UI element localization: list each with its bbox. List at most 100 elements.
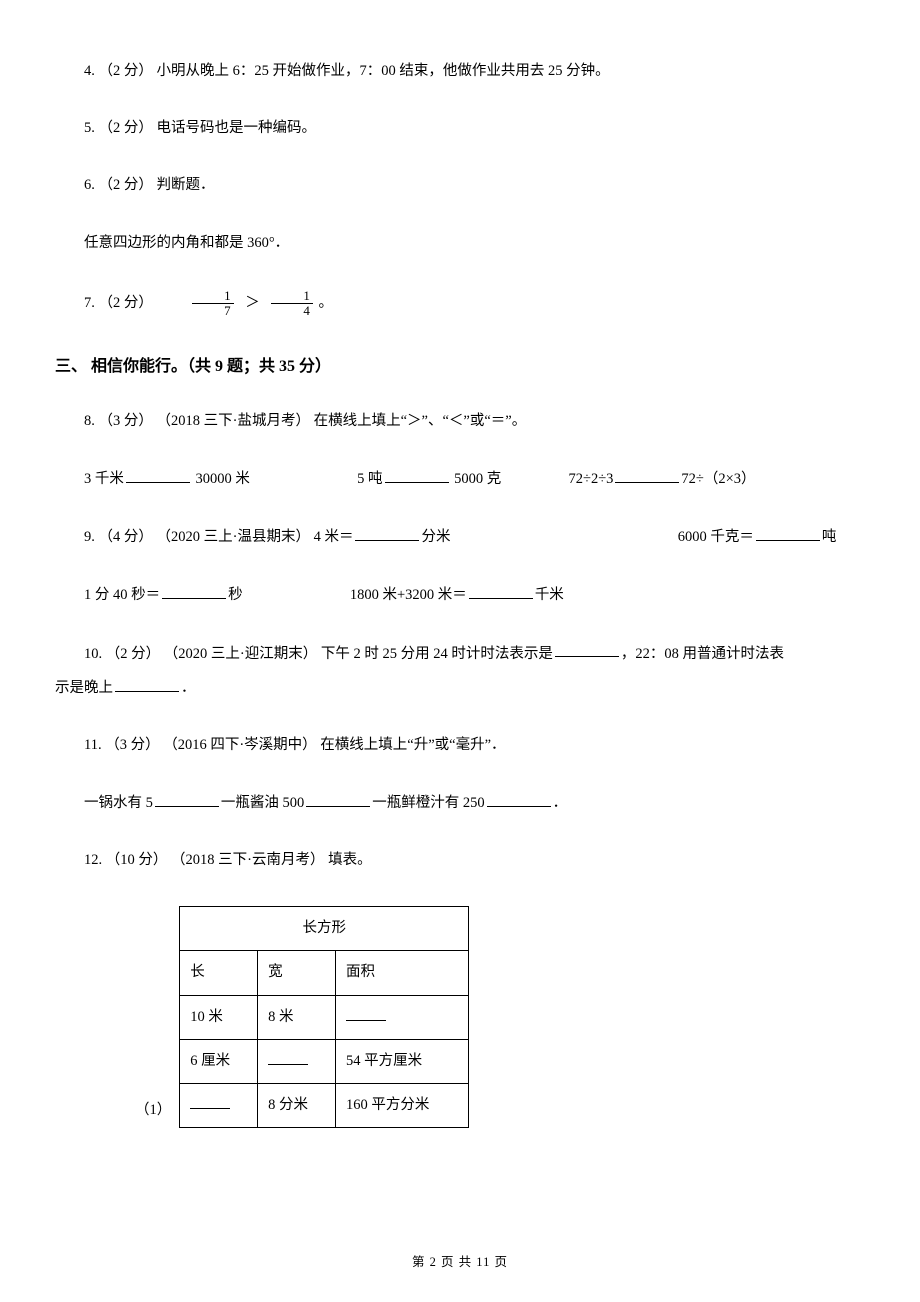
blank-input[interactable] <box>469 583 533 599</box>
blank-input[interactable] <box>190 1095 230 1110</box>
q8-p3b: 72÷（2×3） <box>681 471 755 487</box>
question-9-subline: 1 分 40 秒＝秒 1800 米+3200 米＝千米 <box>55 583 860 607</box>
q11-points: （3 分） <box>105 737 159 753</box>
frac1-num: 1 <box>192 289 234 304</box>
q12-sublabel: （1） <box>135 1099 171 1128</box>
question-10: 10. （2 分） （2020 三上·迎江期末） 下午 2 时 25 分用 24… <box>55 642 860 666</box>
fraction-1: 1 7 <box>192 289 234 319</box>
q10-t3: 示是晚上 <box>55 680 113 696</box>
q11-source: （2016 四下·岑溪期中） <box>163 737 316 753</box>
question-7: 7. （2 分） 1 7 ＞ 1 4 。 <box>55 289 860 319</box>
question-4: 4. （2 分） 小明从晚上 6：25 开始做作业，7：00 结束，他做作业共用… <box>55 60 860 83</box>
q4-prefix: 4. <box>84 63 95 79</box>
question-10-line2: 示是晚上 ． <box>55 676 860 700</box>
footer-total: 11 <box>476 1255 490 1269</box>
q10-t1: 下午 2 时 25 分用 24 时计时法表示是 <box>321 645 553 661</box>
q8-p1b: 30000 米 <box>192 471 250 487</box>
table-header: 宽 <box>258 951 336 995</box>
q9-p1a: 4 米＝ <box>314 529 354 545</box>
q12-text: 填表。 <box>328 852 372 868</box>
q8-source: （2018 三下·盐城月考） <box>157 413 310 429</box>
footer-current: 2 <box>430 1255 437 1269</box>
table-row: 10 米 8 米 <box>180 995 469 1039</box>
table-header: 长 <box>180 951 258 995</box>
table-header-row: 长 宽 面积 <box>180 951 469 995</box>
q11-prefix: 11. <box>84 737 102 753</box>
question-8-subline: 3 千米 30000 米 5 吨 5000 克 72÷2÷3 72÷（2×3） <box>55 467 860 491</box>
q9-p2a: 6000 千克＝ <box>678 529 754 545</box>
q10-t2: ，22：08 用普通计时法表 <box>621 645 784 661</box>
question-8: 8. （3 分） （2018 三下·盐城月考） 在横线上填上“＞”、“＜”或“＝… <box>55 410 860 433</box>
q9-source: （2020 三上·温县期末） <box>157 529 310 545</box>
q11-p2: 一瓶酱油 500 <box>221 795 304 811</box>
blank-input[interactable] <box>268 1050 308 1065</box>
table-cell <box>180 1084 258 1128</box>
blank-input[interactable] <box>487 791 551 807</box>
table-cell: 160 平方分米 <box>336 1084 469 1128</box>
table-row: 8 分米 160 平方分米 <box>180 1084 469 1128</box>
blank-input[interactable] <box>162 583 226 599</box>
blank-input[interactable] <box>115 676 179 692</box>
blank-input[interactable] <box>126 467 190 483</box>
q10-points: （2 分） <box>106 645 160 661</box>
blank-input[interactable] <box>155 791 219 807</box>
table-cell <box>336 995 469 1039</box>
q12-table-wrap: （1） 长方形 长 宽 面积 10 米 8 米 6 厘米 54 平方厘米 8 分… <box>135 906 860 1128</box>
page-footer: 第 2 页 共 11 页 <box>0 1252 920 1272</box>
blank-input[interactable] <box>615 467 679 483</box>
q6-sub-text: 任意四边形的内角和都是 360°． <box>84 235 289 251</box>
question-11-subline: 一锅水有 5一瓶酱油 500一瓶鲜橙汁有 250． <box>55 791 860 815</box>
table-cell: 6 厘米 <box>180 1039 258 1083</box>
blank-input[interactable] <box>306 791 370 807</box>
q9-points: （4 分） <box>99 529 153 545</box>
rectangle-table: 长方形 长 宽 面积 10 米 8 米 6 厘米 54 平方厘米 8 分米 16… <box>179 906 469 1128</box>
footer-post: 页 <box>490 1255 508 1269</box>
q6-points: （2 分） <box>99 177 153 193</box>
q10-t4: ． <box>181 680 196 696</box>
q8-p3a: 72÷2÷3 <box>569 471 614 487</box>
table-cell: 54 平方厘米 <box>336 1039 469 1083</box>
q6-text: 判断题． <box>157 177 215 193</box>
q9-p3a: 1 分 40 秒＝ <box>84 587 160 603</box>
q11-text: 在横线上填上“升”或“毫升”． <box>320 737 505 753</box>
blank-input[interactable] <box>756 525 820 541</box>
question-12: 12. （10 分） （2018 三下·云南月考） 填表。 <box>55 849 860 872</box>
q11-p1: 一锅水有 5 <box>84 795 153 811</box>
q9-prefix: 9. <box>84 529 95 545</box>
q9-p4a: 1800 米+3200 米＝ <box>350 587 467 603</box>
blank-input[interactable] <box>346 1006 386 1021</box>
q10-prefix: 10. <box>84 645 102 661</box>
q8-prefix: 8. <box>84 413 95 429</box>
q9-p3b: 秒 <box>228 587 243 603</box>
frac2-den: 4 <box>271 304 313 318</box>
blank-input[interactable] <box>355 525 419 541</box>
table-cell <box>258 1039 336 1083</box>
q7-op: ＞ <box>245 295 260 311</box>
footer-mid: 页 共 <box>437 1255 476 1269</box>
q12-prefix: 12. <box>84 852 102 868</box>
q7-points: （2 分） <box>99 295 153 311</box>
q9-p2b: 吨 <box>822 529 837 545</box>
q8-points: （3 分） <box>99 413 153 429</box>
footer-pre: 第 <box>412 1255 430 1269</box>
question-6: 6. （2 分） 判断题． <box>55 174 860 197</box>
table-title: 长方形 <box>180 907 469 951</box>
blank-input[interactable] <box>385 467 449 483</box>
q7-tail: 。 <box>319 295 334 311</box>
q10-source: （2020 三上·迎江期末） <box>164 645 317 661</box>
q5-points: （2 分） <box>99 120 153 136</box>
table-header: 面积 <box>336 951 469 995</box>
q4-points: （2 分） <box>99 63 153 79</box>
q8-p2b: 5000 克 <box>451 471 502 487</box>
blank-input[interactable] <box>555 642 619 658</box>
q9-p1b: 分米 <box>421 529 450 545</box>
q8-p2a: 5 吨 <box>357 471 382 487</box>
q8-p1a: 3 千米 <box>84 471 124 487</box>
frac2-num: 1 <box>271 289 313 304</box>
question-9: 9. （4 分） （2020 三上·温县期末） 4 米＝ 分米 6000 千克＝ 吨 <box>55 525 860 549</box>
q4-text: 小明从晚上 6：25 开始做作业，7：00 结束，他做作业共用去 25 分钟。 <box>157 63 610 79</box>
q11-p3: 一瓶鲜橙汁有 250 <box>372 795 484 811</box>
q12-source: （2018 三下·云南月考） <box>171 852 324 868</box>
table-cell: 8 米 <box>258 995 336 1039</box>
q6-prefix: 6. <box>84 177 95 193</box>
